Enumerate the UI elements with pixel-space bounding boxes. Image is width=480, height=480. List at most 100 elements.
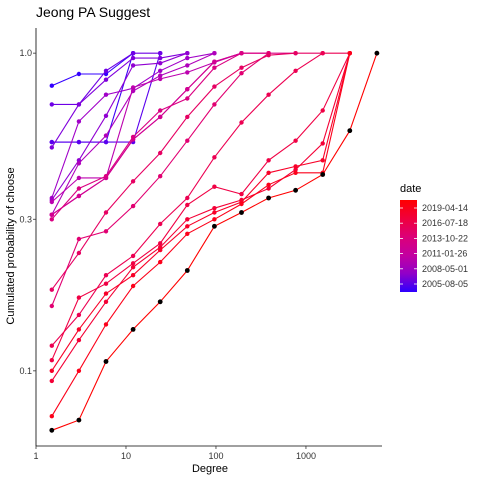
data-point (76, 236, 82, 242)
y-axis-title: Cumulated probability of choose (5, 167, 17, 324)
highlight-point (239, 210, 244, 215)
data-point (212, 59, 217, 64)
data-point (103, 273, 109, 278)
series-line (51, 53, 378, 431)
data-point (293, 167, 298, 172)
x-axis-ticks: 1 10 100 1000 (33, 446, 316, 461)
data-point (185, 195, 190, 201)
data-point (158, 73, 163, 78)
y-tick-label: 0.1 (19, 366, 32, 376)
data-point (185, 114, 190, 120)
data-point (103, 68, 109, 74)
data-point (130, 63, 136, 68)
highlight-point (374, 50, 380, 56)
data-point (76, 139, 82, 145)
series-5 (49, 51, 190, 150)
data-point (212, 217, 217, 222)
data-point (76, 368, 82, 373)
data-point (103, 299, 109, 304)
highlight-point (184, 268, 190, 273)
data-point (239, 51, 244, 56)
data-point (185, 96, 190, 101)
series-13 (49, 51, 271, 309)
data-point (76, 193, 82, 199)
x-axis-title: Degree (192, 463, 228, 475)
data-point (49, 368, 54, 373)
series-line (51, 52, 215, 215)
data-point (103, 133, 109, 138)
data-point (158, 259, 163, 265)
series-line (51, 52, 350, 347)
data-point (185, 70, 190, 75)
data-point (130, 283, 136, 289)
data-point (320, 108, 325, 113)
legend-title: date (400, 183, 421, 195)
data-point (266, 92, 271, 97)
data-point (76, 312, 82, 318)
data-point (239, 71, 244, 76)
data-point (130, 261, 136, 266)
data-point (185, 55, 190, 61)
data-point (76, 102, 82, 107)
highlight-point (49, 427, 55, 433)
series-17 (49, 51, 352, 384)
data-point (239, 120, 244, 125)
data-point (49, 212, 54, 217)
data-point (293, 51, 298, 56)
series-line (51, 53, 351, 372)
data-point (266, 182, 271, 187)
legend-entry: 2019-04-14 (422, 203, 468, 213)
legend-entry: 2011-01-26 (422, 249, 467, 259)
data-point (293, 138, 298, 143)
series-line (51, 52, 242, 203)
data-point (158, 108, 163, 113)
data-point (293, 68, 298, 74)
series-line (51, 52, 188, 148)
data-point (158, 55, 163, 61)
data-point (76, 186, 82, 191)
data-point (103, 281, 109, 286)
data-point (76, 161, 82, 166)
highlight-point (266, 195, 271, 201)
series-7 (49, 51, 217, 201)
highlight-points (49, 50, 380, 433)
data-point (103, 291, 109, 296)
data-point (185, 231, 190, 236)
series-line (51, 52, 296, 220)
legend-entry: 2008-05-01 (422, 264, 468, 274)
data-point (130, 51, 136, 56)
x-tick-label: 1000 (296, 451, 316, 461)
highlight-point (212, 223, 217, 229)
data-point (212, 51, 217, 56)
data-point (158, 68, 163, 74)
data-point (158, 61, 163, 66)
series-line (51, 52, 351, 361)
series-18 (49, 51, 352, 373)
data-point (266, 186, 271, 191)
legend-entry: 2005-08-05 (422, 279, 468, 289)
data-point (49, 358, 54, 363)
data-point (49, 139, 54, 145)
data-point (185, 138, 190, 143)
series-line (51, 53, 351, 417)
series-line (51, 52, 134, 87)
data-point (130, 179, 136, 184)
data-point (158, 76, 163, 82)
data-point (185, 217, 190, 222)
x-tick-label: 1 (33, 451, 38, 461)
series-16 (49, 51, 352, 363)
legend-colorbar (400, 200, 417, 292)
series-15 (49, 51, 352, 348)
data-point (347, 51, 352, 56)
data-point (49, 83, 54, 88)
data-point (76, 250, 82, 256)
x-tick-label: 10 (121, 451, 131, 461)
data-point (49, 287, 54, 292)
data-point (212, 84, 217, 89)
y-tick-label: 1.0 (19, 48, 32, 58)
data-point (266, 53, 271, 58)
data-point (239, 201, 244, 207)
series-12 (49, 51, 298, 222)
series-line (51, 53, 161, 143)
data-point (103, 322, 109, 327)
